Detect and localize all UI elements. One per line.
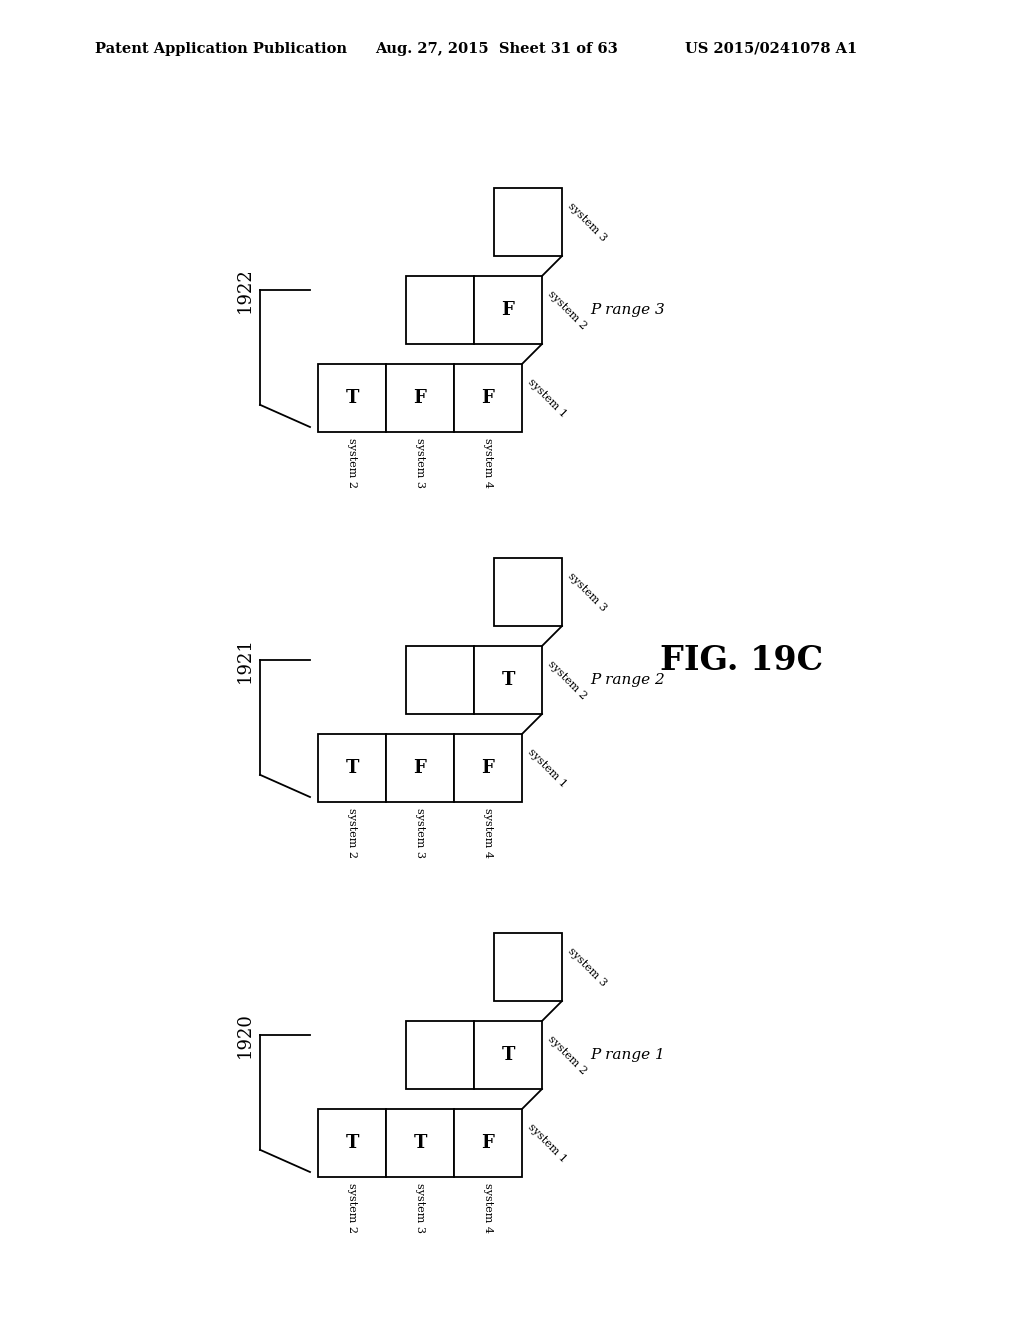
Text: system 2: system 2 xyxy=(347,438,357,488)
Bar xyxy=(454,364,522,432)
Bar xyxy=(474,1020,542,1089)
Bar xyxy=(494,933,562,1001)
Bar xyxy=(386,364,454,432)
Text: T: T xyxy=(345,759,358,777)
Bar xyxy=(454,1109,522,1177)
Text: system 1: system 1 xyxy=(526,747,568,789)
Text: US 2015/0241078 A1: US 2015/0241078 A1 xyxy=(685,42,857,55)
Text: system 3: system 3 xyxy=(566,201,608,243)
Text: P range 1: P range 1 xyxy=(590,1048,665,1063)
Text: T: T xyxy=(345,389,358,407)
Text: F: F xyxy=(414,759,426,777)
Text: T: T xyxy=(345,1134,358,1152)
Text: system 1: system 1 xyxy=(526,1122,568,1164)
Text: 1922: 1922 xyxy=(236,267,254,313)
Text: system 1: system 1 xyxy=(526,376,568,420)
Text: system 2: system 2 xyxy=(347,1183,357,1233)
Bar xyxy=(318,734,386,803)
Text: 1920: 1920 xyxy=(236,1012,254,1057)
Bar xyxy=(318,1109,386,1177)
Bar xyxy=(406,1020,474,1089)
Text: FIG. 19C: FIG. 19C xyxy=(660,644,823,676)
Text: F: F xyxy=(481,389,495,407)
Bar xyxy=(454,734,522,803)
Bar xyxy=(474,276,542,345)
Text: P range 3: P range 3 xyxy=(590,304,665,317)
Text: system 4: system 4 xyxy=(483,1183,493,1233)
Text: system 2: system 2 xyxy=(347,808,357,858)
Text: Aug. 27, 2015  Sheet 31 of 63: Aug. 27, 2015 Sheet 31 of 63 xyxy=(375,42,617,55)
Text: system 4: system 4 xyxy=(483,438,493,488)
Text: system 3: system 3 xyxy=(415,808,425,858)
Text: system 2: system 2 xyxy=(546,659,589,701)
Bar xyxy=(386,734,454,803)
Text: F: F xyxy=(481,1134,495,1152)
Text: T: T xyxy=(414,1134,427,1152)
Bar xyxy=(474,645,542,714)
Bar xyxy=(386,1109,454,1177)
Text: system 2: system 2 xyxy=(546,289,589,331)
Text: system 3: system 3 xyxy=(415,438,425,488)
Bar xyxy=(318,364,386,432)
Text: F: F xyxy=(481,759,495,777)
Bar xyxy=(494,187,562,256)
Text: F: F xyxy=(502,301,514,319)
Text: system 3: system 3 xyxy=(415,1183,425,1233)
Text: system 3: system 3 xyxy=(566,946,608,989)
Bar xyxy=(406,645,474,714)
Bar xyxy=(494,558,562,626)
Text: T: T xyxy=(502,1045,515,1064)
Text: system 2: system 2 xyxy=(546,1034,589,1076)
Text: system 3: system 3 xyxy=(566,570,608,614)
Bar xyxy=(406,276,474,345)
Text: P range 2: P range 2 xyxy=(590,673,665,686)
Text: T: T xyxy=(502,671,515,689)
Text: Patent Application Publication: Patent Application Publication xyxy=(95,42,347,55)
Text: F: F xyxy=(414,389,426,407)
Text: system 4: system 4 xyxy=(483,808,493,858)
Text: 1921: 1921 xyxy=(236,638,254,682)
